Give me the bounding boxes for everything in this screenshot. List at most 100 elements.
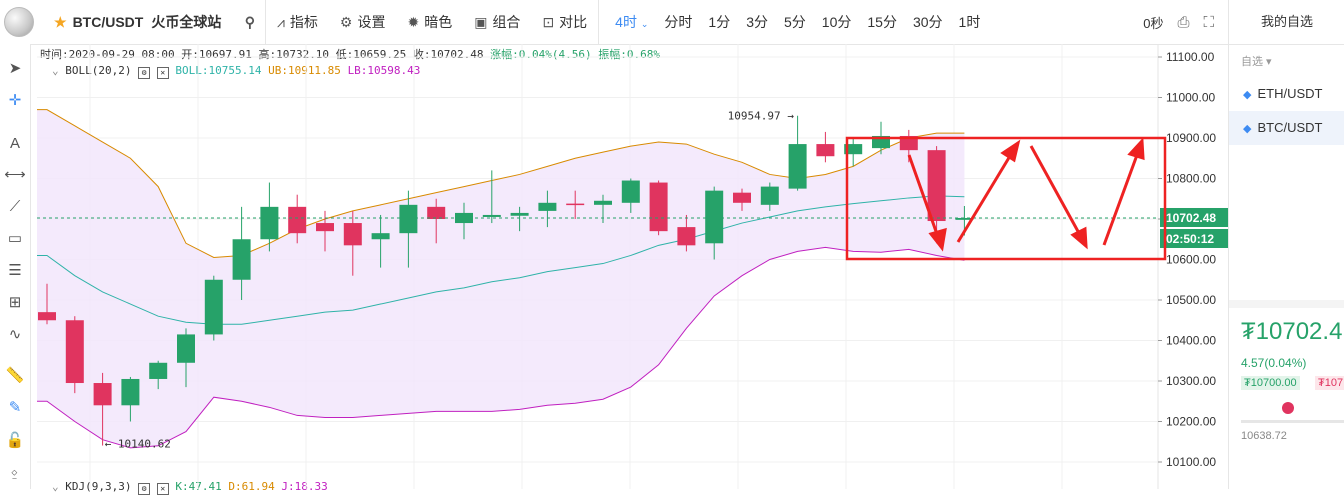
wave-tool-icon[interactable]: ∿: [8, 326, 22, 343]
settings-button[interactable]: ⚙ 设置: [329, 0, 397, 44]
boll-lower-line: [37, 246, 965, 449]
candle-body: [788, 144, 807, 189]
annotation-rectangle[interactable]: [845, 136, 1167, 261]
annotation-zigzag-arrows[interactable]: [907, 137, 1145, 252]
tab-3m[interactable]: 3分: [746, 14, 768, 30]
timeframe-tabs: 4时 ⌄ 分时 1分 3分 5分 10分 15分 30分 1时: [599, 12, 988, 32]
candle-body: [93, 383, 112, 406]
candle: [510, 206, 529, 232]
horizontal-line-icon[interactable]: ⟷: [4, 166, 26, 183]
trend-line-icon[interactable]: ⟋: [9, 197, 21, 215]
ohlc-amplitude: 振幅:0.68%: [598, 48, 661, 61]
tab-5m[interactable]: 5分: [784, 14, 806, 30]
user-drawing-annotation[interactable]: [845, 136, 1167, 261]
tab-10m[interactable]: 10分: [821, 14, 852, 30]
cursor-arrow-icon[interactable]: ➤: [8, 60, 22, 77]
btc-icon: ◆: [1243, 123, 1252, 135]
fullscreen-icon[interactable]: ⛶: [1203, 13, 1214, 31]
sun-icon: ✹: [407, 13, 420, 30]
tab-4h-label: 4时: [615, 14, 637, 30]
watchlist-item-btc[interactable]: ◆ BTC/USDT: [1229, 111, 1344, 145]
tab-15m[interactable]: 15分: [867, 14, 897, 30]
favorite-star-icon[interactable]: ★: [54, 13, 67, 30]
settings-label: 设置: [357, 14, 386, 30]
tab-4h[interactable]: 4时 ⌄: [607, 12, 656, 32]
ruler-icon[interactable]: 📏: [5, 367, 25, 384]
boll-settings-icon[interactable]: ⚙: [138, 67, 151, 79]
panel-divider: [1229, 300, 1344, 308]
combo-label: 组合: [492, 14, 521, 30]
candle-body: [844, 144, 863, 155]
candle: [621, 178, 640, 213]
last-price-tag: 10702.48 02:50:12: [1160, 207, 1228, 248]
rectangle-tool-icon[interactable]: ▭: [7, 230, 23, 247]
text-tool-icon[interactable]: A: [9, 134, 20, 152]
kdj-collapse-icon[interactable]: ⌄: [52, 480, 59, 493]
candle: [427, 198, 446, 244]
candle: [149, 360, 168, 390]
collapse-arrow-icon[interactable]: ⌄: [52, 64, 59, 77]
range-bar: [1241, 420, 1344, 423]
candle-body: [399, 204, 418, 234]
fib-grid-icon[interactable]: ⊞: [8, 294, 22, 311]
price-change: 4.57(0.04%): [1241, 356, 1307, 370]
price-axis-label: 10200.00: [1166, 415, 1216, 429]
symbol-selector[interactable]: ★ BTC/USDT 火币全球站 ⚲: [40, 0, 266, 44]
candle-body: [65, 320, 84, 384]
price-axis-label: 10900.00: [1166, 131, 1216, 145]
candle-body: [427, 206, 446, 219]
ohlc-change: 涨幅:0.04%(4.56): [490, 48, 592, 61]
crosshair-icon[interactable]: ✛: [8, 92, 22, 109]
tab-timeshare[interactable]: 分时: [664, 14, 693, 30]
price-axis-label: 10300.00: [1166, 374, 1216, 388]
brush-icon[interactable]: ✎: [8, 399, 22, 416]
top-toolbar: ★ BTC/USDT 火币全球站 ⚲ ⩘ 指标 ⚙ 设置 ✹ 暗色 ▣ 组合 ⊡ 对比 4…: [0, 0, 1228, 45]
bid-price: ₮10700.00: [1241, 376, 1300, 390]
ohlc-time: 时间:2020-09-29 08:00: [40, 48, 175, 61]
candlestick-chart[interactable]: 11100.0011000.0010900.0010800.0010700.00…: [0, 0, 1228, 489]
candle-body: [705, 190, 724, 244]
ohlc-low: 低:10659.25: [335, 48, 407, 61]
candle-body: [677, 227, 696, 246]
watchlist-item-eth[interactable]: ◆ ETH/USDT: [1229, 77, 1344, 111]
show-hide-icon[interactable]: ⍚: [10, 462, 20, 480]
boll-ub: UB:10911.85: [268, 64, 341, 77]
combo-button[interactable]: ▣ 组合: [463, 0, 531, 44]
candle-body: [816, 144, 835, 157]
compare-button[interactable]: ⊡ 对比: [531, 0, 598, 44]
ohlc-info: 时间:2020-09-29 08:00 开:10697.91 高:10732.1…: [40, 46, 660, 62]
boll-middle-line: [37, 195, 965, 325]
right-tools: 0秒 ⎙ ⛶: [1143, 13, 1228, 32]
tab-1m[interactable]: 1分: [708, 14, 731, 30]
watchlist-group[interactable]: 自选 ▾: [1241, 56, 1272, 68]
candle-body: [149, 362, 168, 379]
camera-icon[interactable]: ⎙: [1177, 13, 1190, 31]
candle: [566, 190, 585, 219]
boll-mid: BOLL:10755.14: [175, 64, 262, 77]
candle-body: [371, 233, 390, 240]
dark-mode-button[interactable]: ✹ 暗色: [396, 0, 463, 44]
candle-body: [566, 203, 585, 206]
candle: [482, 170, 501, 224]
bollinger-band-fill: [37, 109, 965, 448]
parallel-lines-icon[interactable]: ☰: [8, 262, 22, 279]
candle: [177, 328, 195, 388]
search-icon[interactable]: ⚲: [244, 13, 255, 30]
candle-body: [538, 202, 557, 211]
current-price: ₮10702.4: [1241, 318, 1343, 345]
countdown-setting[interactable]: 0秒: [1143, 15, 1164, 31]
lock-icon[interactable]: 🔓: [5, 432, 25, 449]
indicators-button[interactable]: ⩘ 指标: [266, 0, 329, 44]
tab-1h[interactable]: 1时: [958, 14, 981, 30]
price-axis-label: 10500.00: [1166, 293, 1216, 307]
candle: [399, 190, 418, 268]
candle-body: [510, 212, 529, 216]
watchlist-item-label: ETH/USDT: [1257, 86, 1323, 101]
watchlist-title: 我的自选: [1229, 0, 1344, 45]
tab-30m[interactable]: 30分: [912, 14, 943, 30]
boll-close-icon[interactable]: ✕: [156, 67, 169, 79]
candle: [677, 214, 696, 252]
candle: [371, 214, 390, 268]
candle-body: [204, 279, 223, 335]
candle: [844, 138, 863, 167]
